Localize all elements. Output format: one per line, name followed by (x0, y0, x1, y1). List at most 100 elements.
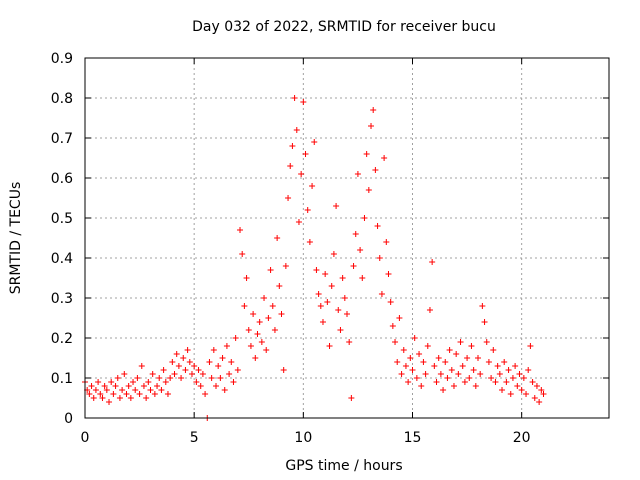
data-point (490, 347, 497, 353)
y-axis: 0 0.1 0.2 0.3 0.4 0.5 0.6 0.7 0.8 0.9 (51, 51, 609, 427)
data-point (313, 267, 320, 273)
data-point (470, 367, 477, 373)
data-point (112, 383, 119, 389)
data-point (398, 371, 405, 377)
data-point (123, 391, 130, 397)
data-point (278, 311, 285, 317)
data-point (315, 291, 322, 297)
x-axis: 0 5 10 15 20 (81, 58, 531, 446)
data-point (518, 387, 525, 393)
data-point (383, 239, 390, 245)
data-point (287, 163, 294, 169)
data-point (210, 347, 217, 353)
data-point (533, 383, 540, 389)
data-point (145, 379, 152, 385)
data-point (265, 315, 272, 321)
data-point (387, 299, 394, 305)
data-point (413, 375, 420, 381)
data-point (512, 363, 519, 369)
data-point (125, 383, 132, 389)
data-point (269, 303, 276, 309)
data-point (302, 151, 309, 157)
data-point (156, 375, 163, 381)
data-point (485, 359, 492, 365)
data-point (426, 307, 433, 313)
data-points (82, 95, 547, 421)
data-point (154, 383, 161, 389)
data-point (509, 375, 516, 381)
data-point (199, 371, 206, 377)
data-point (206, 359, 213, 365)
data-point (357, 247, 364, 253)
data-point (202, 391, 209, 397)
data-point (479, 303, 486, 309)
data-point (348, 395, 355, 401)
data-point (405, 379, 412, 385)
data-point (149, 371, 156, 377)
data-point (252, 355, 259, 361)
data-point (529, 379, 536, 385)
data-point (217, 375, 224, 381)
data-point (127, 395, 134, 401)
data-point (368, 123, 375, 129)
data-point (106, 399, 113, 405)
data-point (274, 235, 281, 241)
data-point (429, 259, 436, 265)
data-point (171, 371, 178, 377)
data-point (352, 231, 359, 237)
data-point (322, 271, 329, 277)
data-point (457, 339, 464, 345)
data-point (494, 363, 501, 369)
data-point (531, 395, 538, 401)
data-point (538, 387, 545, 393)
data-point (370, 107, 377, 113)
data-point (151, 391, 158, 397)
data-point (132, 387, 139, 393)
y-tick-label: 0.9 (51, 51, 73, 67)
data-point (450, 383, 457, 389)
data-point (461, 379, 468, 385)
data-point (267, 267, 274, 273)
data-point (213, 383, 219, 389)
data-point (92, 387, 99, 393)
data-point (280, 367, 287, 373)
data-point (341, 295, 348, 301)
data-point (250, 311, 257, 317)
data-point (291, 95, 298, 101)
grid-lines (85, 58, 609, 418)
data-point (435, 355, 442, 361)
data-point (453, 351, 460, 357)
data-point (188, 371, 195, 377)
data-point (158, 387, 165, 393)
data-point (520, 375, 527, 381)
data-point (173, 351, 180, 357)
data-point (496, 371, 503, 377)
data-point (282, 263, 289, 269)
data-point (444, 375, 451, 381)
data-point (219, 355, 226, 361)
data-point (402, 363, 409, 369)
y-tick-label: 0.8 (51, 91, 73, 107)
data-point (99, 395, 106, 401)
data-point (442, 359, 449, 365)
data-point (180, 355, 187, 361)
data-point (162, 379, 169, 385)
data-point (136, 391, 143, 397)
x-tick-label: 10 (294, 430, 312, 446)
data-point (184, 347, 191, 353)
data-point (440, 387, 447, 393)
data-point (335, 307, 342, 313)
data-point (226, 371, 233, 377)
data-point (228, 359, 235, 365)
data-point (422, 371, 429, 377)
data-point (197, 383, 204, 389)
data-point (285, 195, 292, 201)
data-point (424, 343, 431, 349)
x-tick-label: 15 (404, 430, 422, 446)
x-tick-label: 0 (81, 430, 90, 446)
data-point (437, 371, 444, 377)
data-point (455, 371, 462, 377)
data-point (295, 219, 302, 225)
data-point (208, 375, 215, 381)
